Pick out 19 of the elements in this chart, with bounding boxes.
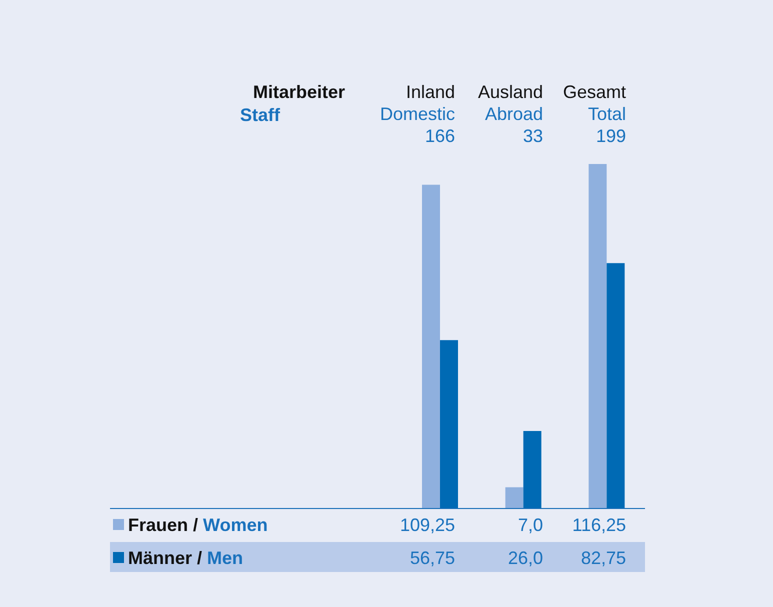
data-label: 82,75 xyxy=(580,547,626,569)
data-label: 26,0 xyxy=(508,547,543,569)
x-tick-label: Ausland Abroad 33 xyxy=(478,81,543,147)
bar xyxy=(440,340,458,508)
data-label: 56,75 xyxy=(410,547,455,569)
data-label: 7,0 xyxy=(518,514,543,536)
legend-label: Frauen / Women xyxy=(128,514,268,536)
data-label: 116,25 xyxy=(572,514,626,536)
chart-subtitle: Staff xyxy=(240,104,280,126)
legend-label: Männer / Men xyxy=(128,547,244,569)
chart-title: Mitarbeiter xyxy=(252,81,345,103)
bar xyxy=(523,431,542,508)
bar xyxy=(422,184,440,508)
x-tick-label: Inland Domestic 166 xyxy=(380,81,455,147)
bar xyxy=(606,263,625,508)
bar xyxy=(588,164,607,508)
x-tick-label: Gesamt Total 199 xyxy=(562,81,626,147)
bar xyxy=(505,487,524,508)
data-label: 109,25 xyxy=(400,514,455,536)
